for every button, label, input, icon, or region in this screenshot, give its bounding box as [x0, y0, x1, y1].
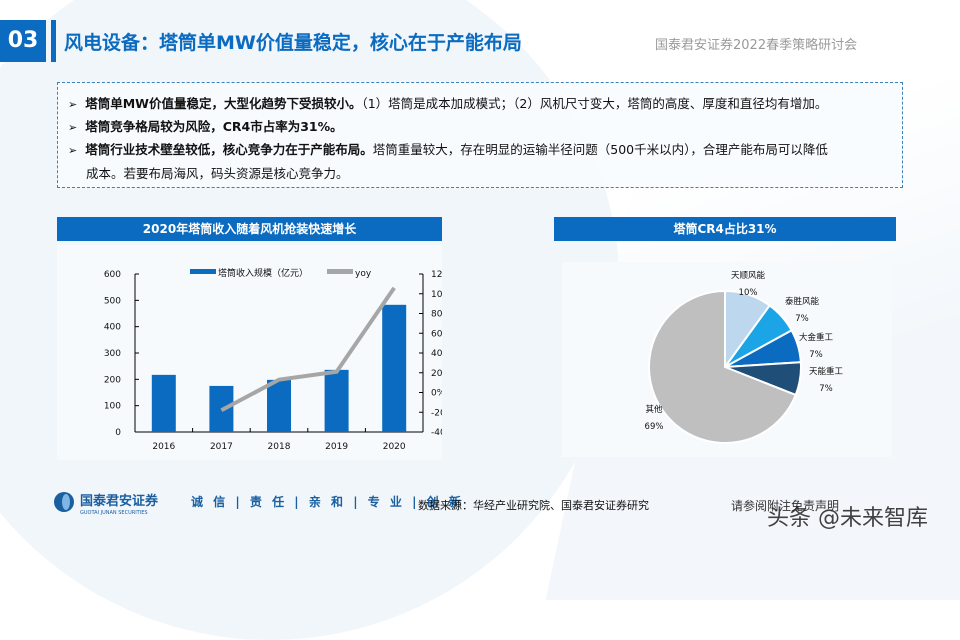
x-axis-label: 2018 [268, 442, 291, 452]
right-axis-tick: 0% [431, 389, 442, 399]
pie-slice-label: 泰胜风能 [785, 296, 820, 307]
pie-slice-value: 10% [739, 288, 758, 298]
legend-bar-label: 塔筒收入规模（亿元） [218, 267, 308, 279]
pie-slice-value: 7% [819, 384, 833, 394]
x-axis-label: 2019 [325, 442, 348, 452]
bullet-text: 塔筒重量较大，存在明显的运输半径问题（500千米以内），合理产能布局可以降低 [372, 142, 828, 157]
left-axis-tick: 0 [115, 428, 121, 438]
data-source: 数据来源：华经产业研究院、国泰君安证券研究 [418, 499, 649, 512]
right-axis-tick: 80% [431, 310, 442, 320]
left-axis-tick: 200 [104, 375, 121, 385]
x-axis-labels: 2016 2017 2018 2019 2020 [152, 442, 406, 452]
pie-slice-label: 天能重工 [809, 366, 844, 377]
summary-box: ➢ 塔筒单MW价值量稳定，大型化趋势下受损较小。（1）塔筒是成本加成模式；（2）风… [57, 82, 903, 188]
summary-bullet: ➢ 塔筒竞争格局较为风险，CR4市占率为31%。 [68, 116, 343, 135]
revenue-bar [151, 374, 176, 432]
page-title: 风电设备：塔筒单MW价值量稳定，核心在于产能布局 [64, 32, 522, 54]
bullet-continuation: 成本。若要布局海风，码头资源是核心竞争力。 [86, 166, 349, 181]
bullet-bold-text: 塔筒竞争格局较为风险，CR4市占率为31%。 [85, 119, 343, 134]
revenue-bars [151, 304, 407, 432]
title-accent-bar [51, 20, 56, 62]
right-axis-tick: 100% [431, 290, 442, 300]
bar-chart-panel: 0 100 200 300 400 500 600 -40% -20% 0% 20% 40% 60% 8… [57, 245, 457, 460]
section-number: 03 [0, 20, 46, 62]
pie-chart: 天顺风能 10% 泰胜风能 7% 大金重工 7% 天能重工 7% 其他 69% [645, 270, 844, 444]
right-axis-tick: 60% [431, 329, 442, 339]
disclaimer-link[interactable]: 请参阅附注免责声明 [731, 499, 840, 513]
pie-slice-value: 7% [795, 314, 809, 324]
x-axis-label: 2016 [152, 442, 175, 452]
pie-slice-value: 7% [809, 350, 823, 360]
left-axis: 0 100 200 300 400 500 600 [104, 270, 139, 438]
left-axis-tick: 600 [104, 270, 121, 280]
summary-bullet: ➢ 塔筒行业技术壁垒较低，核心竞争力在于产能布局。塔筒重量较大，存在明显的运输半径… [68, 139, 828, 158]
bar-chart-title: 2020年塔筒收入随着风机抢装快速增长 [57, 217, 442, 241]
summary-bullet: ➢ 塔筒单MW价值量稳定，大型化趋势下受损较小。（1）塔筒是成本加成模式；（2）风… [68, 93, 827, 112]
company-motto: 诚 信 | 责 任 | 亲 和 | 专 业 | 创 新 [191, 495, 464, 509]
revenue-bar [324, 369, 349, 432]
logo-text-cn: 国泰君安证券 [80, 493, 159, 509]
left-axis-tick: 300 [104, 349, 121, 359]
company-logo: 国泰君安证券 GUOTAI JUNAN SECURITIES [52, 490, 182, 520]
pie-slice-label: 大金重工 [799, 332, 834, 343]
right-axis-tick: -40% [431, 428, 442, 438]
revenue-bar [382, 304, 407, 432]
arrow-bullet-icon: ➢ [68, 98, 78, 111]
legend-bar-swatch [190, 269, 216, 274]
pie-slice-label: 其他 [645, 404, 663, 415]
bullet-bold-text: 塔筒行业技术壁垒较低，核心竞争力在于产能布局。 [85, 142, 373, 157]
right-axis-tick: 20% [431, 369, 442, 379]
pie-slice-value: 69% [645, 422, 664, 432]
left-axis-tick: 400 [104, 323, 121, 333]
right-axis-tick: -20% [431, 408, 442, 418]
legend-line-swatch [327, 269, 353, 274]
right-axis: -40% -20% 0% 20% 40% 60% 80% 100% 120% [419, 270, 457, 438]
pie-slice [648, 289, 797, 444]
revenue-bar [267, 379, 291, 432]
legend-line-label: yoy [355, 269, 372, 279]
arrow-bullet-icon: ➢ [68, 144, 78, 157]
bar-line-chart: 0 100 200 300 400 500 600 -40% -20% 0% 20% 40% 60% 8… [104, 267, 457, 452]
watermark: 头条 @未来智库 [767, 506, 928, 531]
bullet-bold-text: 塔筒单MW价值量稳定，大型化趋势下受损较小。 [85, 96, 362, 111]
bullet-text: （1）塔筒是成本加成模式；（2）风机尺寸变大，塔筒的高度、厚度和直径均有增加。 [361, 96, 828, 111]
logo-text-en: GUOTAI JUNAN SECURITIES [80, 510, 148, 516]
x-axis-label: 2020 [383, 442, 406, 452]
conference-name: 国泰君安证券2022春季策略研讨会 [655, 38, 858, 53]
legend: 塔筒收入规模（亿元） yoy [190, 267, 372, 279]
pie-chart-panel: 天顺风能 10% 泰胜风能 7% 大金重工 7% 天能重工 7% 其他 69% [562, 262, 892, 457]
right-axis-tick: 40% [431, 349, 442, 359]
left-axis-tick: 100 [104, 402, 121, 412]
yoy-line [220, 286, 396, 413]
arrow-bullet-icon: ➢ [68, 121, 78, 134]
x-axis-label: 2017 [210, 442, 233, 452]
right-axis-tick: 120% [431, 270, 442, 280]
pie-slice-label: 天顺风能 [731, 270, 766, 281]
left-axis-tick: 500 [104, 296, 121, 306]
pie-chart-title: 塔筒CR4占比31% [554, 217, 896, 241]
